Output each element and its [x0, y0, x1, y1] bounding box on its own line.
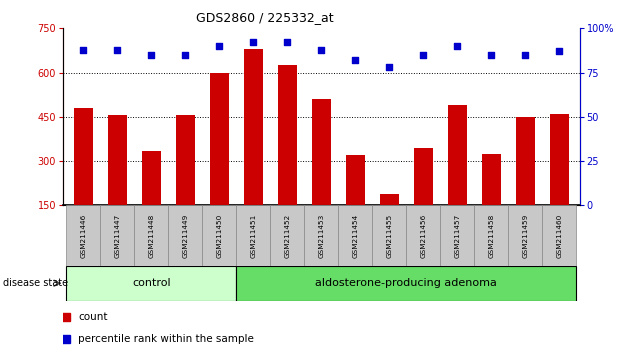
- Text: control: control: [132, 278, 171, 288]
- Bar: [66, 266, 236, 301]
- Bar: [414, 148, 433, 205]
- Bar: [270, 205, 304, 266]
- Text: GSM211447: GSM211447: [115, 213, 120, 258]
- Bar: [176, 115, 195, 205]
- Point: [146, 52, 156, 58]
- Point: [282, 40, 292, 45]
- Bar: [508, 205, 542, 266]
- Point: [180, 52, 190, 58]
- Bar: [516, 117, 535, 205]
- Text: GSM211458: GSM211458: [488, 213, 494, 258]
- Point: [214, 43, 224, 49]
- Bar: [380, 194, 399, 205]
- Bar: [210, 73, 229, 205]
- Point: [486, 52, 496, 58]
- Bar: [142, 151, 161, 205]
- Point: [520, 52, 530, 58]
- Text: GSM211451: GSM211451: [250, 213, 256, 258]
- Point: [554, 48, 564, 54]
- Bar: [74, 108, 93, 205]
- Bar: [448, 105, 467, 205]
- Bar: [542, 205, 576, 266]
- Text: GSM211455: GSM211455: [386, 213, 392, 258]
- Bar: [304, 205, 338, 266]
- Point: [384, 64, 394, 70]
- Bar: [202, 205, 236, 266]
- Text: GSM211459: GSM211459: [522, 213, 528, 258]
- Text: GDS2860 / 225332_at: GDS2860 / 225332_at: [196, 11, 333, 24]
- Bar: [440, 205, 474, 266]
- Point: [350, 57, 360, 63]
- Text: GSM211453: GSM211453: [318, 213, 324, 258]
- Bar: [406, 205, 440, 266]
- Text: GSM211457: GSM211457: [454, 213, 461, 258]
- Point: [78, 47, 88, 52]
- Point: [248, 40, 258, 45]
- Bar: [244, 49, 263, 205]
- Text: GSM211460: GSM211460: [556, 213, 562, 258]
- Point: [316, 47, 326, 52]
- Text: count: count: [79, 312, 108, 322]
- Text: GSM211446: GSM211446: [81, 213, 86, 258]
- Point: [418, 52, 428, 58]
- Bar: [372, 205, 406, 266]
- Bar: [236, 205, 270, 266]
- Text: GSM211449: GSM211449: [182, 213, 188, 258]
- Text: GSM211448: GSM211448: [149, 213, 154, 258]
- Bar: [346, 155, 365, 205]
- Bar: [550, 114, 568, 205]
- Text: GSM211456: GSM211456: [420, 213, 427, 258]
- Bar: [108, 115, 127, 205]
- Bar: [338, 205, 372, 266]
- Bar: [66, 205, 100, 266]
- Bar: [168, 205, 202, 266]
- Text: disease state: disease state: [3, 278, 68, 288]
- Text: aldosterone-producing adenoma: aldosterone-producing adenoma: [316, 278, 497, 288]
- Bar: [278, 65, 297, 205]
- Text: GSM211454: GSM211454: [352, 213, 358, 258]
- Bar: [474, 205, 508, 266]
- Text: percentile rank within the sample: percentile rank within the sample: [79, 334, 255, 344]
- Bar: [482, 154, 501, 205]
- Text: GSM211450: GSM211450: [216, 213, 222, 258]
- Text: GSM211452: GSM211452: [284, 213, 290, 258]
- Bar: [134, 205, 168, 266]
- Bar: [236, 266, 576, 301]
- Point: [452, 43, 462, 49]
- Bar: [312, 99, 331, 205]
- Bar: [100, 205, 134, 266]
- Point: [112, 47, 122, 52]
